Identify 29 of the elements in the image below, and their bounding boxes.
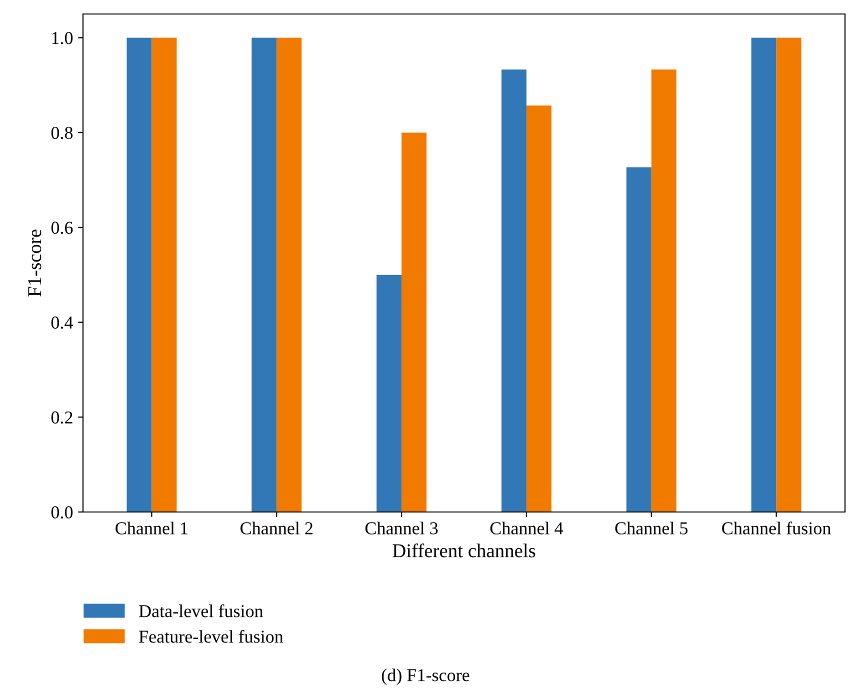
x-tick-label: Channel 2 bbox=[240, 522, 312, 534]
bar bbox=[651, 69, 676, 512]
legend-label: Feature-level fusion bbox=[139, 630, 284, 643]
y-tick-label: 0.8 bbox=[51, 126, 73, 140]
bar bbox=[152, 38, 177, 512]
text: (d) F1-score bbox=[382, 668, 470, 685]
bar bbox=[526, 106, 552, 512]
y-tick-label: 0.6 bbox=[51, 222, 73, 234]
legend-label: Data-level fusion bbox=[139, 604, 264, 618]
y-tick-label: 0.2 bbox=[51, 411, 72, 424]
x-tick-label: Channel fusion bbox=[722, 522, 831, 534]
x-tick-label: Channel 1 bbox=[116, 522, 188, 534]
bar bbox=[402, 132, 427, 512]
y-tick-label: 1.0 bbox=[52, 32, 73, 44]
y-tick-label: 0.4 bbox=[51, 316, 73, 329]
bar bbox=[126, 38, 152, 512]
x-axis-title: Different channels bbox=[392, 543, 536, 558]
bar bbox=[276, 38, 302, 512]
bar bbox=[376, 274, 402, 512]
bar bbox=[751, 38, 776, 512]
bar bbox=[626, 167, 652, 512]
x-tick-label: Channel 5 bbox=[615, 522, 688, 534]
y-axis-title: F1-score bbox=[28, 230, 42, 296]
bar bbox=[776, 38, 802, 512]
bar bbox=[252, 38, 277, 512]
x-tick-label: Channel 3 bbox=[365, 522, 438, 534]
y-tick-label: 0.0 bbox=[51, 506, 73, 519]
x-tick-label: Channel 4 bbox=[490, 522, 564, 534]
bar bbox=[501, 69, 526, 512]
